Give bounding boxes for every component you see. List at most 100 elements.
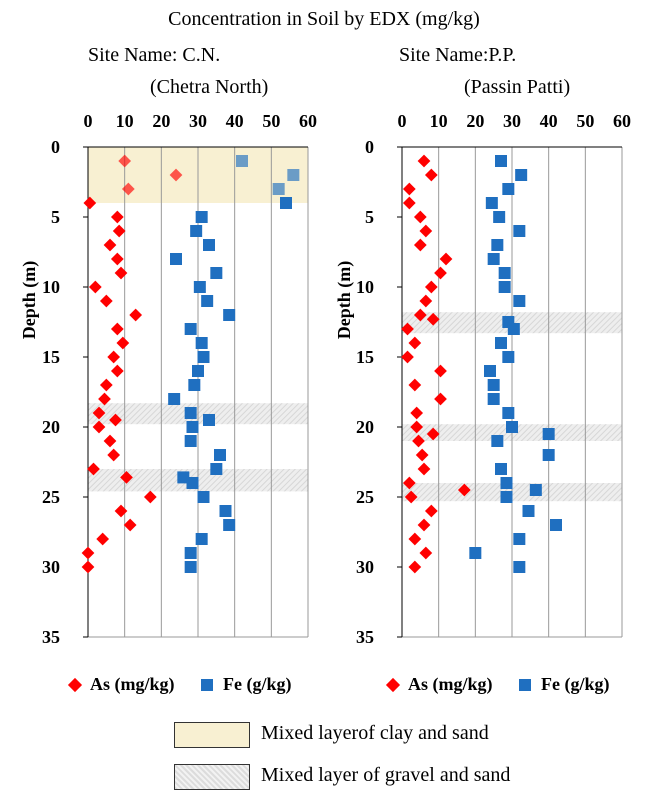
as-data-point [109,413,122,427]
as-data-point [410,420,424,434]
x-tick-label: 40 [226,111,244,131]
as-data-point [434,364,447,378]
fe-data-point [522,505,535,517]
as-data-point [419,224,433,238]
as-data-point [81,546,95,560]
y-tick-label: 0 [51,137,60,157]
as-data-point [434,392,447,406]
fe-data-point [195,337,208,349]
fe-data-point [203,414,215,426]
y-tick-label: 5 [51,207,60,227]
fe-data-point [287,169,300,181]
as-data-point [107,448,121,462]
fe-data-point [195,211,208,223]
fe-data-point [272,183,285,195]
fe-data-point [193,281,206,293]
as-data-point [417,154,431,168]
as-data-point [92,420,106,434]
fe-data-point [170,253,182,265]
fe-data-point [513,533,526,545]
fe-data-point [210,463,223,475]
as-data-point [87,462,100,476]
fe-data-point [214,449,226,461]
x-tick-label: 0 [398,111,407,131]
as-data-point [419,294,433,308]
fe-data-point [219,505,232,517]
as-data-point [99,378,113,392]
x-tick-label: 40 [540,111,558,131]
fe-data-point [500,491,513,503]
fe-data-point [177,471,190,484]
fe-data-point [507,323,520,335]
as-legend-marker [385,677,401,692]
fe-data-point [190,225,203,237]
as-data-point [121,182,135,196]
fe-data-point [542,449,555,461]
fe-data-point [513,295,526,307]
fe-legend-label: Fe (g/kg) [223,674,292,695]
y-tick-label: 20 [42,417,60,437]
as-data-point [81,560,95,574]
fe-data-point [487,253,500,265]
as-data-point [96,532,110,546]
as-data-point [434,266,447,280]
as-data-point [401,322,414,336]
fe-data-point [502,183,515,195]
site-fullname-cn: (Chetra North) [150,76,269,98]
fe-data-point [197,351,210,363]
as-data-point [410,406,424,420]
as-data-point [402,196,416,210]
as-legend-marker [67,677,83,692]
as-data-point [123,518,137,532]
as-legend-label: As (mg/kg) [408,674,493,695]
as-data-point [424,504,438,518]
site-fullname-pp: (Passin Patti) [464,76,571,98]
fe-legend-label: Fe (g/kg) [541,674,610,695]
fe-data-point [188,379,201,391]
as-data-point [408,378,422,392]
fe-data-point [223,519,236,531]
fe-data-point [487,393,500,405]
y-tick-label: 15 [42,347,60,367]
fe-data-point [184,561,197,573]
as-data-point [413,308,427,322]
y-tick-label: 10 [356,277,374,297]
fe-data-point [469,547,482,559]
chart-panel-pp: 0 10 20 30 40 50 60 0 5 10 15 20 25 30 35 [356,111,631,647]
fe-data-point [210,267,223,279]
fe-data-point [542,428,555,440]
fe-data-point [513,225,526,237]
fe-legend-marker [201,678,213,691]
as-data-point [99,294,113,308]
y-tick-label: 5 [365,207,374,227]
as-data-point [424,280,438,294]
y-tick-label: 35 [42,627,60,647]
fe-data-point [515,169,528,181]
y-axis-label-cn: Depth (m) [19,261,40,340]
fe-data-point [491,239,504,251]
fe-data-point [184,407,197,419]
as-data-point [408,560,422,574]
as-data-point [103,434,117,448]
fe-data-point [502,351,515,363]
fe-data-point [197,491,210,503]
as-data-point [110,252,124,266]
fe-data-point [195,533,208,545]
as-data-point [426,312,440,326]
legend-pp: As (mg/kg) Fe (g/kg) [384,673,609,695]
fe-data-point [201,295,214,307]
chart-panel-cn: 0 10 20 30 40 50 60 0 5 10 15 20 25 30 35 [42,111,317,647]
fe-data-point [498,267,511,279]
fe-data-point [280,197,292,209]
as-data-point [98,392,111,406]
fe-data-point [184,435,197,447]
as-data-point [88,280,102,294]
fe-legend-marker [519,678,531,691]
x-tick-label: 20 [466,111,484,131]
fe-data-point [203,239,215,251]
fe-data-point [502,407,515,419]
as-data-point [169,168,183,182]
as-data-point [426,427,440,441]
clay-sand-swatch [174,722,250,748]
as-data-point [413,238,427,252]
